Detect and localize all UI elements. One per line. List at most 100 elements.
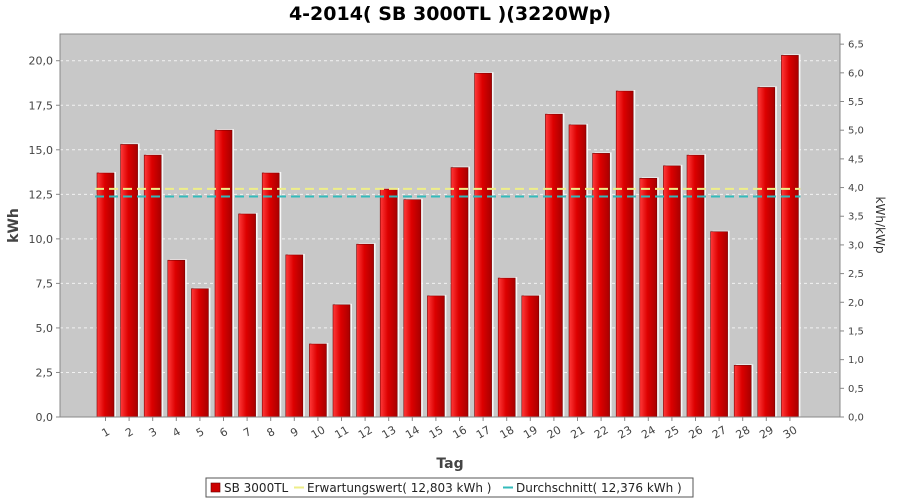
x-tick-label: 9 bbox=[288, 425, 301, 440]
x-tick-label: 16 bbox=[450, 423, 469, 441]
x-tick-label: 8 bbox=[265, 425, 278, 440]
y-right-tick-label: 5,5 bbox=[848, 97, 864, 108]
x-tick-label: 5 bbox=[194, 425, 207, 440]
y-right-tick-label: 2,0 bbox=[848, 298, 864, 309]
bar bbox=[639, 177, 658, 418]
bar bbox=[474, 72, 492, 418]
legend-swatch bbox=[210, 482, 221, 493]
y-right-tick-label: 5,0 bbox=[848, 126, 864, 137]
x-tick-label: 19 bbox=[521, 423, 540, 441]
x-axis: 1 2 3 4 5 6 7 8 9 10 11 12 13 14 15 16 17 18 19 20 21 22 23 24 2… bbox=[60, 416, 840, 442]
legend-label: Durchschnitt( 12,376 kWh ) bbox=[516, 481, 682, 495]
x-tick-label: 1 bbox=[99, 425, 112, 440]
bar bbox=[309, 343, 327, 418]
bar bbox=[167, 259, 186, 418]
bar bbox=[214, 129, 233, 418]
x-tick-label: 4 bbox=[170, 425, 183, 440]
y-right-tick-label: 6,5 bbox=[848, 40, 864, 51]
legend-label: SB 3000TL bbox=[224, 481, 289, 495]
x-tick-label: 29 bbox=[757, 423, 776, 441]
x-tick-label: 17 bbox=[474, 423, 493, 441]
y-right-tick-label: 3,0 bbox=[848, 240, 864, 251]
y-right-tick-label: 4,0 bbox=[848, 183, 864, 194]
bar bbox=[261, 172, 280, 418]
x-tick-label: 18 bbox=[498, 423, 517, 441]
x-tick-label: 3 bbox=[147, 425, 160, 440]
x-tick-label: 30 bbox=[781, 423, 800, 441]
x-tick-label: 28 bbox=[734, 423, 753, 441]
bar bbox=[545, 113, 563, 418]
y-tick-label: 12,5 bbox=[29, 188, 54, 201]
bar bbox=[427, 295, 445, 418]
x-tick-label: 2 bbox=[123, 425, 136, 440]
chart-title: 4-2014( SB 3000TL )(3220Wp) bbox=[289, 3, 611, 25]
y-tick-label: 7,5 bbox=[36, 277, 54, 290]
bar bbox=[403, 199, 422, 418]
y-right-tick-label: 2,5 bbox=[848, 269, 864, 280]
bar-series bbox=[96, 54, 801, 418]
grid-lines bbox=[60, 60, 840, 373]
y-right-tick-label: 4,5 bbox=[848, 154, 864, 165]
bar bbox=[615, 90, 634, 418]
x-tick-label: 22 bbox=[592, 423, 611, 441]
bar bbox=[96, 172, 115, 418]
x-tick-label: 14 bbox=[403, 423, 422, 441]
bar bbox=[757, 87, 776, 418]
y-tick-label: 10,0 bbox=[29, 233, 54, 246]
reference-lines bbox=[95, 187, 801, 198]
y-right-tick-label: 1,0 bbox=[848, 355, 864, 366]
legend-label: Erwartungswert( 12,803 kWh ) bbox=[307, 481, 491, 495]
bar bbox=[356, 243, 374, 418]
x-tick-label: 13 bbox=[380, 423, 399, 441]
x-tick-label: 20 bbox=[545, 423, 564, 441]
bar bbox=[379, 188, 398, 418]
x-axis-label: Tag bbox=[436, 456, 463, 472]
x-tick-label: 12 bbox=[356, 423, 375, 441]
y-axis-right: 0,0 0,5 1,0 1,5 2,0 2,5 3,0 3,5 4,0 4,5 5,0 5,5 6,0 6… bbox=[839, 34, 864, 424]
y-right-tick-label: 1,5 bbox=[848, 326, 864, 337]
y-right-tick-label: 6,0 bbox=[848, 68, 864, 79]
plot-area bbox=[59, 33, 841, 418]
x-tick-label: 27 bbox=[710, 423, 729, 441]
y-tick-label: 20,0 bbox=[29, 55, 54, 68]
y-right-tick-label: 0,0 bbox=[848, 413, 864, 424]
bar bbox=[120, 144, 138, 418]
bar bbox=[497, 277, 516, 418]
bar bbox=[733, 365, 752, 418]
y-tick-label: 5,0 bbox=[36, 322, 54, 335]
y-tick-label: 0,0 bbox=[36, 411, 54, 424]
y-axis-left: 0,0 2,5 5,0 7,5 10,0 12,5 15,0 17,5 20,0 bbox=[29, 34, 61, 424]
y-right-tick-label: 0,5 bbox=[848, 384, 864, 395]
x-tick-label: 21 bbox=[568, 423, 587, 441]
x-tick-label: 15 bbox=[427, 423, 446, 441]
x-tick-label: 26 bbox=[686, 423, 705, 441]
x-tick-label: 7 bbox=[241, 425, 254, 440]
y-axis-label: kWh bbox=[6, 208, 22, 243]
bar bbox=[710, 231, 728, 418]
bar bbox=[238, 213, 256, 418]
x-tick-label: 25 bbox=[663, 423, 682, 441]
y-axis-label-right: kWh/kWp bbox=[873, 197, 887, 254]
x-tick-label: 11 bbox=[332, 423, 351, 441]
x-tick-label: 6 bbox=[217, 425, 230, 440]
bar bbox=[663, 165, 681, 418]
legend: SB 3000TL Erwartungswert( 12,803 kWh ) Dur… bbox=[205, 477, 694, 498]
bar bbox=[781, 55, 799, 418]
x-tick-label: 23 bbox=[616, 423, 635, 441]
bar bbox=[143, 154, 162, 418]
bar bbox=[332, 304, 351, 418]
bar bbox=[191, 288, 209, 418]
x-tick-label: 10 bbox=[309, 423, 328, 441]
y-tick-label: 17,5 bbox=[29, 99, 54, 112]
bar bbox=[521, 295, 540, 418]
y-tick-label: 2,5 bbox=[36, 366, 54, 379]
bar bbox=[285, 254, 304, 418]
bar bbox=[686, 154, 705, 418]
y-right-tick-label: 3,5 bbox=[848, 212, 864, 223]
y-tick-label: 15,0 bbox=[29, 144, 54, 157]
bar bbox=[450, 167, 469, 418]
bar bbox=[568, 124, 587, 418]
x-tick-label: 24 bbox=[639, 423, 658, 441]
legend-box bbox=[205, 477, 694, 498]
